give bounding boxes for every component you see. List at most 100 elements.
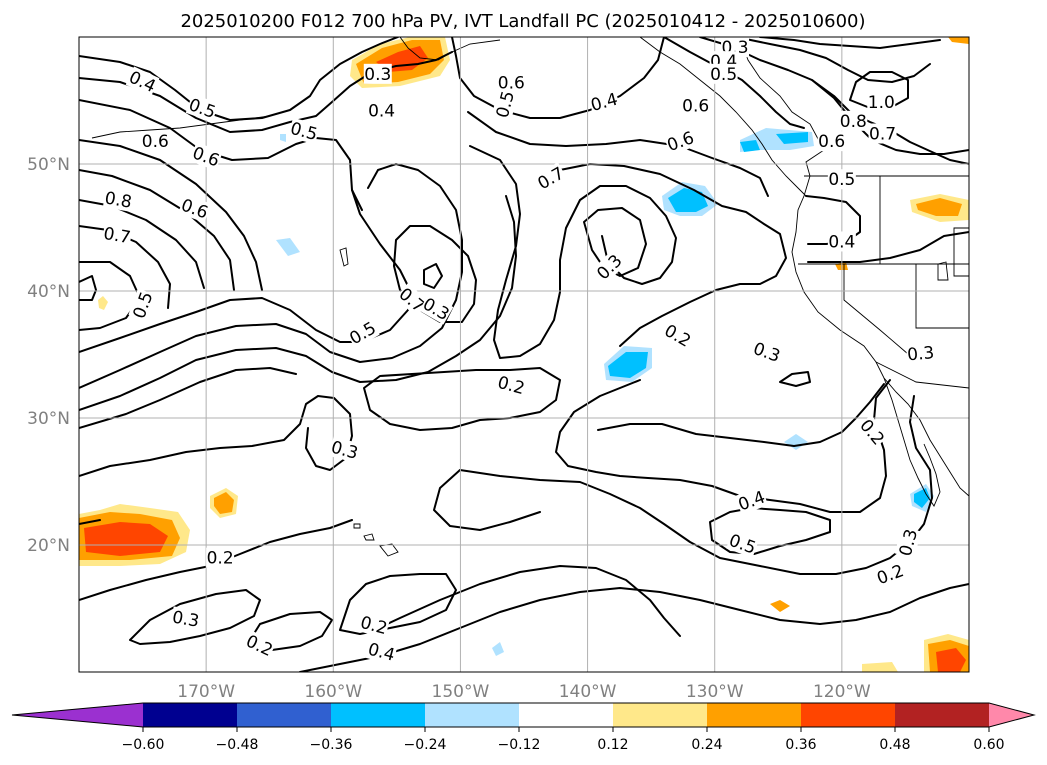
colorbar-tick-label: −0.24 — [404, 737, 447, 753]
contour-label-bg — [497, 72, 526, 93]
lon-tick-label: 170°W — [177, 682, 235, 702]
contour-label-group: 0.6 — [141, 131, 170, 152]
positive-anomaly-dot — [98, 296, 108, 310]
contour-label-bg — [345, 317, 380, 349]
contour-label: 0.6 — [142, 132, 169, 152]
ca-nv-border — [843, 264, 909, 355]
contour-label-group: 0.6 — [817, 131, 846, 152]
contour-label-group: 0.6 — [681, 95, 710, 117]
positive-anomaly-small-2 — [770, 600, 790, 612]
contour-label: 0.8 — [103, 188, 133, 212]
contour-label-bg — [839, 110, 868, 131]
contour-label-bg — [592, 249, 627, 284]
contour-label-group: 0.7 — [101, 222, 133, 248]
contour-label-group: 0.6 — [497, 72, 526, 94]
contour-label-bg — [867, 91, 896, 112]
colorbar-extend-low — [12, 703, 143, 727]
contour-label-bg — [726, 529, 760, 558]
contour-label-bg — [357, 611, 391, 639]
island-2 — [937, 261, 949, 281]
gridlines — [79, 37, 969, 672]
negative-anomaly-small-1 — [276, 238, 300, 256]
contour-label-group: 0.8 — [839, 110, 868, 132]
lat-tick-label: 40°N — [27, 282, 70, 302]
contour-label-group: 0.3 — [905, 342, 936, 365]
contour-label: 0.3 — [906, 343, 935, 365]
contour-label: 0.6 — [818, 132, 845, 152]
colorbar-tick-label: 0.24 — [691, 737, 722, 753]
contour-label: 0.5 — [828, 170, 855, 190]
contour-label-bg — [170, 606, 202, 631]
positive-anomaly-ne — [948, 37, 969, 44]
contour-label-bg — [827, 231, 856, 252]
contour-label-bg — [491, 88, 519, 121]
colorbar-segment — [331, 703, 426, 727]
contour-label-bg — [242, 630, 277, 661]
colorbar-segment — [895, 703, 990, 727]
contour-label-bg — [102, 187, 134, 212]
contour-labels: 0.40.50.50.60.60.8 0.60.70.50.30.40.60.5 0… — [101, 37, 936, 666]
contour-label-bg — [873, 560, 907, 589]
lat-tick-label: 50°N — [27, 155, 70, 175]
colorbar-tick-label: 0.12 — [597, 737, 628, 753]
contour-label-bg — [587, 88, 621, 116]
contour-label-bg — [141, 131, 170, 152]
colorbar-segment — [519, 703, 614, 727]
lon-tick-label: 140°W — [559, 682, 617, 702]
us-mexico-border — [875, 361, 969, 389]
negative-anomaly-small-4 — [492, 642, 504, 656]
positive-anomaly-west-core — [84, 522, 168, 556]
positive-anomaly-mexico-2 — [862, 662, 898, 672]
contour-label-group: 0.8 — [102, 187, 134, 213]
coastlines — [91, 37, 969, 557]
contour-label-bg — [495, 371, 528, 399]
colorbar-segment — [425, 703, 520, 727]
contour-label-bg — [750, 337, 784, 367]
contour-label-bg — [660, 319, 695, 352]
colorbar-tick-label: 0.60 — [973, 737, 1004, 753]
colorbar-tick-label: −0.60 — [122, 737, 165, 753]
contour-label-group: 0.7 — [868, 123, 897, 145]
lat-tick-label: 30°N — [27, 409, 70, 429]
contour-label-bg — [101, 222, 133, 248]
colorbar-tick-label: −0.36 — [310, 737, 353, 753]
contour-label: 0.2 — [207, 549, 234, 569]
contour-label-bg — [206, 547, 235, 568]
lon-tick-label: 120°W — [813, 682, 871, 702]
contour-label-group: 0.5 — [827, 169, 856, 190]
contour-label-bg — [128, 288, 157, 322]
contour-label: 0.7 — [869, 125, 896, 145]
contour-label-bg — [868, 123, 897, 144]
island-3 — [953, 227, 969, 277]
negative-anomaly-small-2 — [280, 134, 286, 142]
colorbar-segment — [143, 703, 238, 727]
contour-label-bg — [905, 342, 936, 365]
positive-anomaly-mexico-core — [936, 648, 966, 672]
colorbar-tick-label: −0.48 — [216, 737, 259, 753]
contour-label-group: 0.3 — [170, 606, 202, 632]
contour-label-bg — [178, 194, 212, 223]
colorbar-tick-label: 0.36 — [785, 737, 816, 753]
us-state-border-3 — [915, 264, 969, 329]
negative-anomaly-bc-core — [776, 132, 808, 144]
contour-label-bg — [185, 93, 219, 123]
negative-anomaly-central-core — [608, 352, 648, 378]
contour-label-bg — [328, 436, 361, 464]
colorbar-extend-high — [989, 703, 1034, 727]
contour-label-bg — [287, 117, 321, 145]
colorbar-segment — [237, 703, 332, 727]
lon-tick-label: 160°W — [304, 682, 362, 702]
contour-label-bg — [681, 95, 710, 116]
contour-label: 0.4 — [368, 102, 395, 122]
longitude-tick-labels: 170°W 160°W 150°W 140°W 130°W 120°W — [177, 682, 871, 702]
contour-label: 0.6 — [498, 74, 525, 94]
contour-label-group: 0.4 — [367, 100, 396, 122]
latitude-tick-labels: 20°N 30°N 40°N 50°N — [27, 155, 70, 556]
positive-anomaly-small-1-core — [214, 492, 234, 514]
contour-label: 1.0 — [868, 93, 895, 113]
contour-label-group: 0.2 — [206, 547, 235, 569]
contour-label-group: 0.6 — [189, 142, 223, 171]
contour-label-group: 0.5 — [185, 93, 219, 123]
contour-label-bg — [817, 131, 846, 152]
contour-label: 0.5 — [710, 65, 737, 85]
